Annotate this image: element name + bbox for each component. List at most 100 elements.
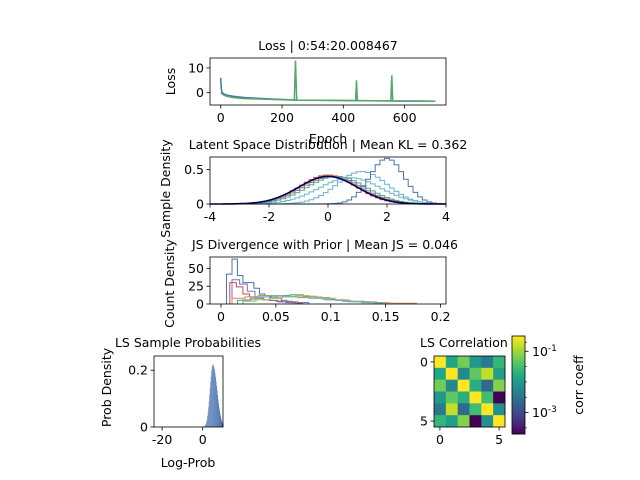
- corr-cell: [457, 403, 470, 416]
- corr-y-tick-label: 0: [420, 354, 428, 369]
- colorbar-segment: [512, 419, 525, 422]
- logprob-bar-24: [210, 375, 212, 427]
- corr-cell: [434, 403, 447, 416]
- logprob-bar-11: [204, 426, 205, 427]
- colorbar-segment: [512, 385, 525, 388]
- colorbar-segment: [512, 363, 525, 366]
- colorbar-tick-label: 10-1: [532, 344, 557, 359]
- colorbar-segment: [512, 398, 525, 401]
- colorbar-segment: [512, 380, 525, 383]
- colorbar-segment: [512, 425, 525, 428]
- colorbar-frame: [511, 335, 526, 435]
- colorbar-segment: [512, 342, 525, 345]
- corr-cell: [493, 403, 506, 416]
- colorbar-segment: [512, 371, 525, 374]
- colorbar-segment: [512, 416, 525, 419]
- colorbar-segment: [512, 345, 525, 348]
- latent-x-tick-label: -2: [263, 209, 275, 224]
- logprob-bar-13: [205, 424, 206, 427]
- loss-axes-frame: [209, 57, 447, 106]
- logprob-bar-34: [215, 381, 217, 427]
- corr-cell: [493, 356, 506, 369]
- js-histogram-6: [242, 295, 389, 304]
- corr-cell: [457, 415, 470, 428]
- logprob-axes-frame: [153, 355, 224, 428]
- colorbar-segment: [512, 389, 525, 392]
- corr-cell: [481, 367, 494, 380]
- logprob-bar-25: [211, 370, 212, 427]
- colorbar-segment: [512, 411, 525, 414]
- corr-cell: [469, 379, 482, 392]
- corr-cell: [469, 367, 482, 380]
- latent-y-tick-label: 0.5: [184, 162, 204, 177]
- logprob-bar-29: [213, 365, 214, 427]
- colorbar-segment: [512, 340, 525, 343]
- js-x-tick-label: 0.2: [431, 309, 451, 324]
- latent-histogram-4: [210, 177, 446, 205]
- loss-x-tick-label: 400: [331, 110, 355, 125]
- loss-chart: 0 200 400 600 0 10 Loss | 0:54:20.008467 Epoch L…: [163, 38, 447, 146]
- loss-ylabel: Loss: [163, 68, 178, 95]
- logprob-y-tick-label: 0: [140, 420, 148, 435]
- colorbar-segment: [512, 401, 525, 404]
- logprob-bar-40: [218, 407, 220, 427]
- corr-cell: [445, 356, 458, 369]
- corr-cell: [434, 379, 447, 392]
- colorbar-segment: [512, 388, 525, 391]
- logprob-x-tick-label: 0: [199, 432, 207, 447]
- colorbar-segment: [512, 357, 525, 360]
- colorbar-segment: [512, 353, 525, 356]
- colorbar-segment: [512, 402, 525, 405]
- corr-cell: [481, 379, 494, 392]
- logprob-bar-46: [221, 421, 223, 427]
- colorbar-tick-label: 10-3: [532, 405, 557, 420]
- loss-x-tick-label: 600: [393, 110, 417, 125]
- corr-cell: [434, 415, 447, 428]
- logprob-bar-44: [220, 418, 222, 427]
- colorbar-segment: [512, 360, 525, 363]
- logprob-bar-15: [206, 421, 207, 427]
- logprob-bar-18: [207, 412, 209, 427]
- loss-title: Loss | 0:54:20.008467: [258, 38, 397, 53]
- colorbar-segment: [512, 355, 525, 358]
- colorbar-segment: [512, 422, 525, 425]
- js-y-tick-label: 50: [188, 261, 204, 276]
- logprob-bar-12: [204, 425, 206, 427]
- corr-x-tick-label: 5: [495, 432, 503, 447]
- js-x-tick-label: 0.1: [321, 309, 341, 324]
- logprob-bar-30: [213, 367, 215, 427]
- colorbar-segment: [512, 350, 525, 353]
- corr-cell: [457, 367, 470, 380]
- logprob-bar-27: [212, 364, 213, 427]
- loss-x-tick-label: 0: [217, 110, 225, 125]
- colorbar-segment: [512, 336, 525, 339]
- colorbar-segment: [512, 373, 525, 376]
- logprob-bar-17: [207, 416, 208, 427]
- latent-ylabel: Sample Density: [158, 139, 173, 238]
- colorbar-segment: [512, 393, 525, 396]
- colorbar-segment: [512, 417, 525, 420]
- logprob-bar-31: [214, 369, 215, 427]
- colorbar-segment: [512, 376, 525, 379]
- colorbar-segment: [512, 370, 525, 373]
- logprob-bar-35: [216, 385, 217, 427]
- colorbar-segment: [512, 349, 525, 352]
- colorbar-segment: [512, 344, 525, 347]
- corr-cell: [481, 356, 494, 369]
- corr-x-tick-label: 0: [436, 432, 444, 447]
- latent-prior-curve: [210, 175, 446, 205]
- logprob-bar-43: [220, 416, 221, 427]
- colorbar-segment: [512, 427, 525, 430]
- corr-cell: [457, 356, 470, 369]
- colorbar-segment: [512, 432, 525, 435]
- logprob-bar-28: [212, 364, 214, 427]
- colorbar-segment: [512, 404, 525, 407]
- logprob-bar-16: [206, 419, 208, 427]
- latent-axes-frame: [209, 156, 447, 205]
- colorbar-segment: [512, 362, 525, 365]
- corr-cell: [434, 391, 447, 404]
- loss-series-line-0: [219, 77, 436, 103]
- logprob-bar-32: [214, 373, 216, 427]
